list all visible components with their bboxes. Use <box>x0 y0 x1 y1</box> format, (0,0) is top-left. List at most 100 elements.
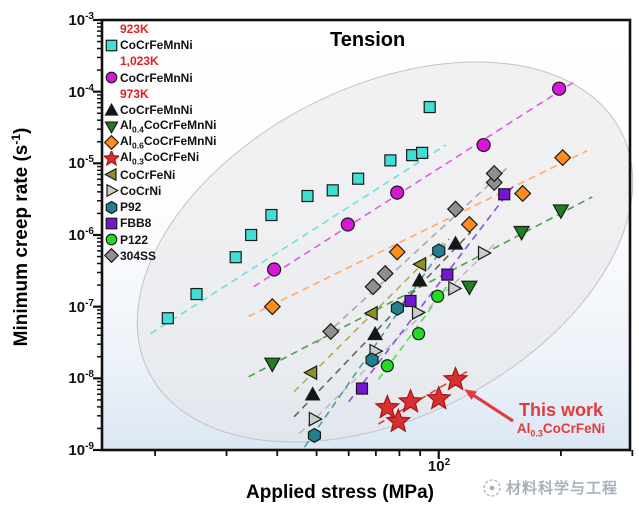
legend-temperature-label: 923K <box>120 22 149 37</box>
data-point <box>245 228 258 242</box>
data-point <box>406 149 419 162</box>
trend-line <box>303 238 450 448</box>
series-923k-cocrfemnni <box>161 100 436 325</box>
data-point <box>322 322 340 341</box>
series-fbb8 <box>355 188 511 395</box>
legend-label: Al0.6CoCrFeMnNi <box>120 133 217 151</box>
legend-label: CoCrFeNi <box>120 167 176 182</box>
data-point <box>485 173 503 192</box>
watermark: 材料科学与工程 <box>482 477 618 498</box>
legend-marker-shape <box>105 39 118 52</box>
legend-marker-shape <box>105 200 118 214</box>
series-p122 <box>380 289 445 373</box>
diamond-marker-icon <box>103 248 120 264</box>
legend-marker-shape <box>105 233 118 246</box>
data-point <box>411 327 426 341</box>
hexagon-marker-icon <box>103 200 120 215</box>
legend-label: P122 <box>120 232 149 247</box>
legend-spacer <box>103 22 120 37</box>
data-point <box>552 204 570 220</box>
legend-label: CoCrFeMnNi <box>120 38 193 53</box>
legend-label: CoCrNi <box>120 183 162 198</box>
series-cocrfeni <box>303 256 427 381</box>
plot-frame <box>100 18 632 452</box>
data-point <box>404 294 417 308</box>
data-point <box>384 154 397 167</box>
data-point <box>390 300 404 316</box>
legend-label: Al0.3CoCrFeNi <box>120 150 200 167</box>
trend-line <box>248 196 593 378</box>
data-point <box>431 289 445 303</box>
data-point <box>340 217 355 232</box>
legend-spacer <box>103 86 120 101</box>
y-tick-label: 10-3 <box>68 11 94 29</box>
data-point <box>441 268 454 281</box>
series-973k-cocrfemnni <box>304 235 464 401</box>
data-point <box>263 298 281 316</box>
data-point <box>308 411 323 427</box>
legend-label: CoCrFeMnNi <box>120 103 193 118</box>
y-tick-label: 10-7 <box>68 297 94 316</box>
triangle-right-marker-icon <box>103 183 120 198</box>
data-point <box>460 215 479 234</box>
trend-line <box>348 182 517 403</box>
this-work-arrow <box>472 393 514 423</box>
data-point <box>390 185 405 200</box>
this-work-annotation: This work Al0.3CoCrFeNi <box>496 400 626 439</box>
legend-marker-shape <box>104 102 119 116</box>
series-p92 <box>307 243 446 443</box>
legend-label: CoCrFeMnNi <box>120 70 193 85</box>
legend-marker-shape <box>105 217 118 230</box>
series-al0-6cocrfemnni <box>263 149 572 316</box>
data-point <box>554 149 572 167</box>
y-tick-label: 10-9 <box>68 441 94 459</box>
legend-item: P122 <box>103 231 217 247</box>
circle-marker-icon <box>103 232 120 247</box>
legend-header: 973K <box>103 86 217 102</box>
data-point <box>514 184 532 203</box>
data-point <box>363 305 378 321</box>
square-marker-icon <box>103 38 120 53</box>
data-point <box>485 164 503 183</box>
trend-line <box>253 79 578 288</box>
legend-item: CoCrFeMnNi <box>103 102 217 118</box>
legend-spacer <box>103 54 120 69</box>
y-tick-label: 10-8 <box>68 369 94 388</box>
legend-marker-shape <box>104 151 119 167</box>
legend: 923K CoCrFeMnNi 1,023K CoCrFeMnNi 973K CoCrFe… <box>103 21 217 264</box>
data-point <box>397 388 424 413</box>
data-point <box>380 359 394 373</box>
y-axis-title: Minimum creep rate (s-1) <box>8 127 33 347</box>
data-point <box>229 251 242 264</box>
triangle-left-marker-icon <box>103 167 120 182</box>
legend-item: Al0.3CoCrFeNi <box>103 151 217 167</box>
legend-marker-shape <box>104 121 119 134</box>
data-point <box>513 225 531 242</box>
legend-item: Al0.6CoCrFeMnNi <box>103 134 217 150</box>
data-point <box>267 262 282 277</box>
trend-line <box>150 144 447 335</box>
data-point <box>476 137 491 153</box>
legend-item: FBB8 <box>103 215 217 231</box>
legend-header: 923K <box>103 21 217 37</box>
x-tick-label: 102 <box>427 457 451 475</box>
data-point <box>326 184 339 197</box>
data-point <box>448 280 463 296</box>
data-point <box>307 427 322 443</box>
this-work-label: This work <box>518 400 603 420</box>
data-point <box>161 312 174 325</box>
data-point <box>265 208 278 222</box>
legend-label: FBB8 <box>120 216 152 231</box>
legend-item: 304SS <box>103 248 217 264</box>
data-point <box>303 365 318 381</box>
data-point <box>416 146 429 159</box>
data-point <box>412 256 427 272</box>
data-point <box>301 189 314 203</box>
legend-item: CoCrFeMnNi <box>103 37 217 53</box>
data-point <box>365 352 379 368</box>
plot-title: Tension <box>330 29 406 51</box>
legend-label: 304SS <box>120 248 157 263</box>
series-304ss <box>322 164 503 341</box>
data-point <box>263 357 281 373</box>
triangle-down-marker-icon <box>103 119 120 134</box>
